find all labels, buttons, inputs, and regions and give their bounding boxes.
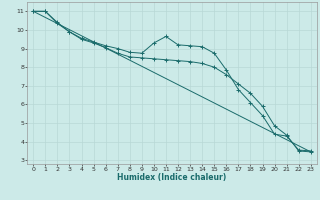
X-axis label: Humidex (Indice chaleur): Humidex (Indice chaleur) <box>117 173 227 182</box>
